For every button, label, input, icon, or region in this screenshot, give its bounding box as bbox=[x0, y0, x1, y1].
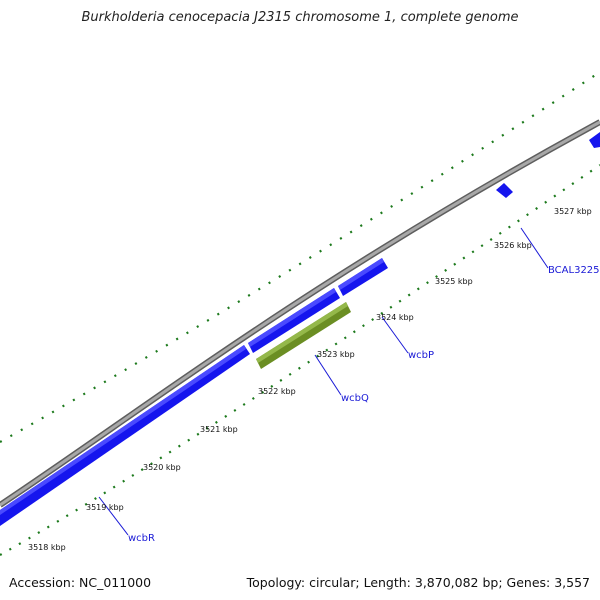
gene-label-wcbQ: wcbQ bbox=[341, 393, 369, 404]
tick-label-3524: 3524 kbp bbox=[376, 313, 414, 322]
outer-tick-ring bbox=[0, 71, 600, 443]
gene-label-wcbR: wcbR bbox=[128, 533, 155, 544]
gene-label-BCAL3225: BCAL3225 bbox=[548, 265, 600, 276]
tick-label-3519: 3519 kbp bbox=[86, 503, 124, 512]
inner-tick-ring bbox=[0, 164, 600, 556]
gene-wcbP[interactable] bbox=[248, 288, 340, 353]
leader-wcbR bbox=[98, 496, 129, 536]
gene-BCAL3225[interactable] bbox=[496, 183, 513, 198]
leader-wcbQ bbox=[314, 354, 342, 396]
gene-wcbR[interactable] bbox=[0, 345, 250, 526]
leader-wcbP bbox=[381, 316, 409, 354]
accession-text: Accession: NC_011000 bbox=[9, 575, 152, 590]
tick-label-3522: 3522 kbp bbox=[258, 387, 296, 396]
genome-summary-text: Topology: circular; Length: 3,870,082 bp… bbox=[246, 575, 590, 590]
gene-label-wcbP: wcbP bbox=[408, 350, 434, 361]
tick-label-3521: 3521 kbp bbox=[200, 425, 238, 434]
tick-label-3527: 3527 kbp bbox=[554, 207, 592, 216]
tick-label-3518: 3518 kbp bbox=[28, 543, 66, 552]
chromosome-backbone bbox=[0, 120, 600, 507]
leader-BCAL3225 bbox=[520, 227, 549, 269]
gene-wcbQ[interactable] bbox=[256, 302, 351, 369]
map-title: Burkholderia cenocepacia J2315 chromosom… bbox=[81, 10, 519, 25]
gene-edge-right[interactable] bbox=[589, 132, 600, 148]
gene-segment-3525[interactable] bbox=[338, 258, 388, 296]
tick-label-3520: 3520 kbp bbox=[143, 463, 181, 472]
tick-label-3526: 3526 kbp bbox=[494, 241, 532, 250]
tick-label-3523: 3523 kbp bbox=[317, 350, 355, 359]
tick-label-3525: 3525 kbp bbox=[435, 277, 473, 286]
